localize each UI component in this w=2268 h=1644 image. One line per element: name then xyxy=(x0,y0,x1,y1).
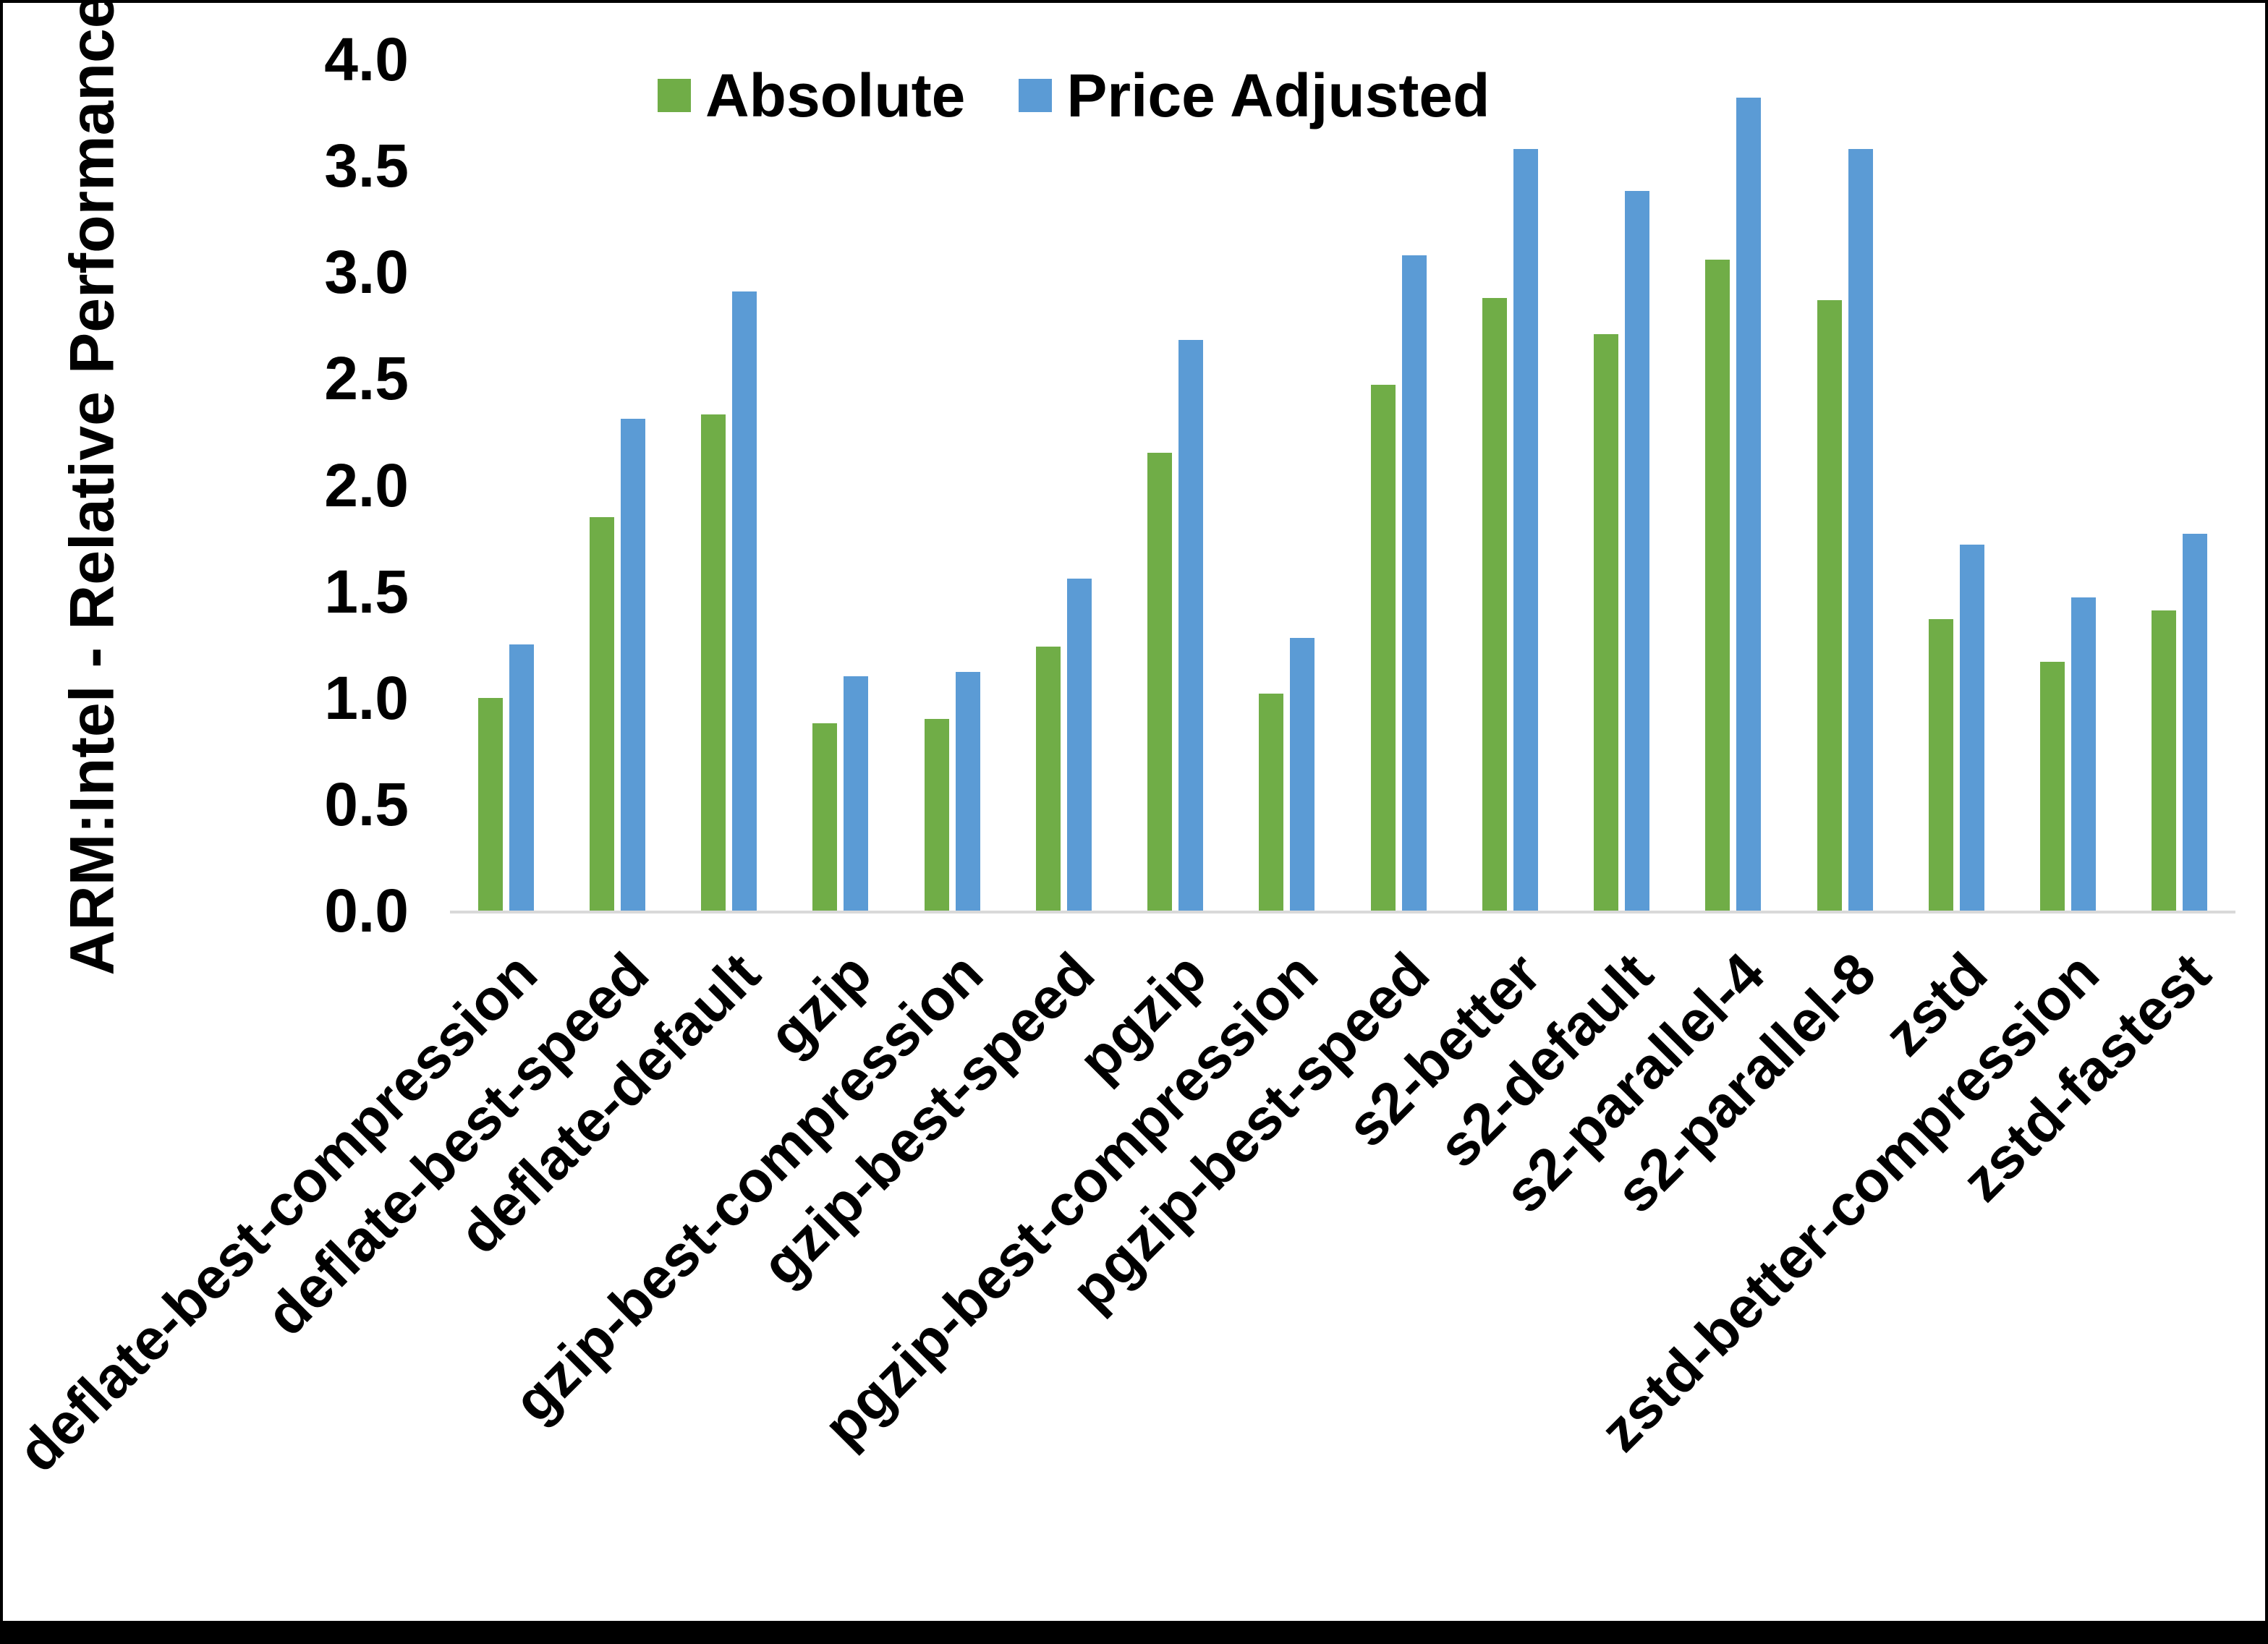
legend-swatch-icon xyxy=(1019,79,1053,112)
y-tick-label: 0.5 xyxy=(324,770,409,838)
bar xyxy=(1736,98,1762,911)
y-tick-label: 3.0 xyxy=(324,238,409,307)
y-tick-label: 2.5 xyxy=(324,344,409,413)
legend-swatch-icon xyxy=(658,79,691,112)
legend: Absolute Price Adjusted xyxy=(658,65,1490,126)
bar xyxy=(1066,579,1092,911)
bar-group xyxy=(785,58,896,911)
bar xyxy=(1594,334,1619,911)
bar-group xyxy=(674,58,785,911)
bar-group xyxy=(1008,58,1119,911)
bar-group xyxy=(1343,58,1454,911)
y-tick-label: 0.0 xyxy=(324,877,409,945)
bar xyxy=(1370,385,1396,911)
bar xyxy=(1848,149,1873,911)
bar xyxy=(732,291,757,911)
legend-label: Absolute xyxy=(705,61,966,129)
bar xyxy=(701,414,726,911)
bar xyxy=(924,719,949,911)
bar-group xyxy=(561,58,673,911)
bar-group xyxy=(450,58,561,911)
bar-group xyxy=(1678,58,1789,911)
legend-item-absolute: Absolute xyxy=(658,65,965,126)
bar xyxy=(1401,255,1427,911)
legend-label: Price Adjusted xyxy=(1066,61,1490,129)
bar-group xyxy=(1454,58,1566,911)
bar-group xyxy=(896,58,1008,911)
bar xyxy=(1959,545,1984,911)
bar-group xyxy=(2124,58,2235,911)
plot-area xyxy=(450,58,2235,913)
y-tick-label: 2.0 xyxy=(324,451,409,519)
y-tick-label: 1.0 xyxy=(324,663,409,732)
bar-group xyxy=(1900,58,2012,911)
legend-item-price-adjusted: Price Adjusted xyxy=(1019,65,1490,126)
bar-group xyxy=(1120,58,1231,911)
y-tick-label: 1.5 xyxy=(324,557,409,626)
bar xyxy=(1178,340,1204,911)
bar xyxy=(2152,610,2177,911)
bar xyxy=(955,672,980,911)
y-tick-label: 4.0 xyxy=(324,25,409,93)
bar xyxy=(477,698,503,911)
bar xyxy=(2071,597,2097,911)
bar xyxy=(1482,298,1507,911)
y-tick-label: 3.5 xyxy=(324,132,409,200)
bar xyxy=(1625,191,1650,911)
bar xyxy=(1035,647,1061,911)
bottom-border-bar xyxy=(3,1621,2265,1641)
bar-group xyxy=(1789,58,1900,911)
bar xyxy=(1817,300,1842,911)
bar xyxy=(1259,694,1284,911)
bar xyxy=(1290,638,1315,911)
bar-group xyxy=(1566,58,1678,911)
bar-group xyxy=(1231,58,1343,911)
bar xyxy=(1147,453,1173,911)
bar xyxy=(2183,534,2208,911)
bar xyxy=(1705,260,1730,911)
bar xyxy=(589,517,614,911)
bar xyxy=(1928,619,1953,911)
bar xyxy=(620,419,645,911)
bar xyxy=(844,676,869,911)
bar xyxy=(812,723,838,911)
bar-group xyxy=(2013,58,2124,911)
bar xyxy=(1513,149,1538,911)
bar xyxy=(2040,662,2065,911)
bar xyxy=(509,644,534,911)
